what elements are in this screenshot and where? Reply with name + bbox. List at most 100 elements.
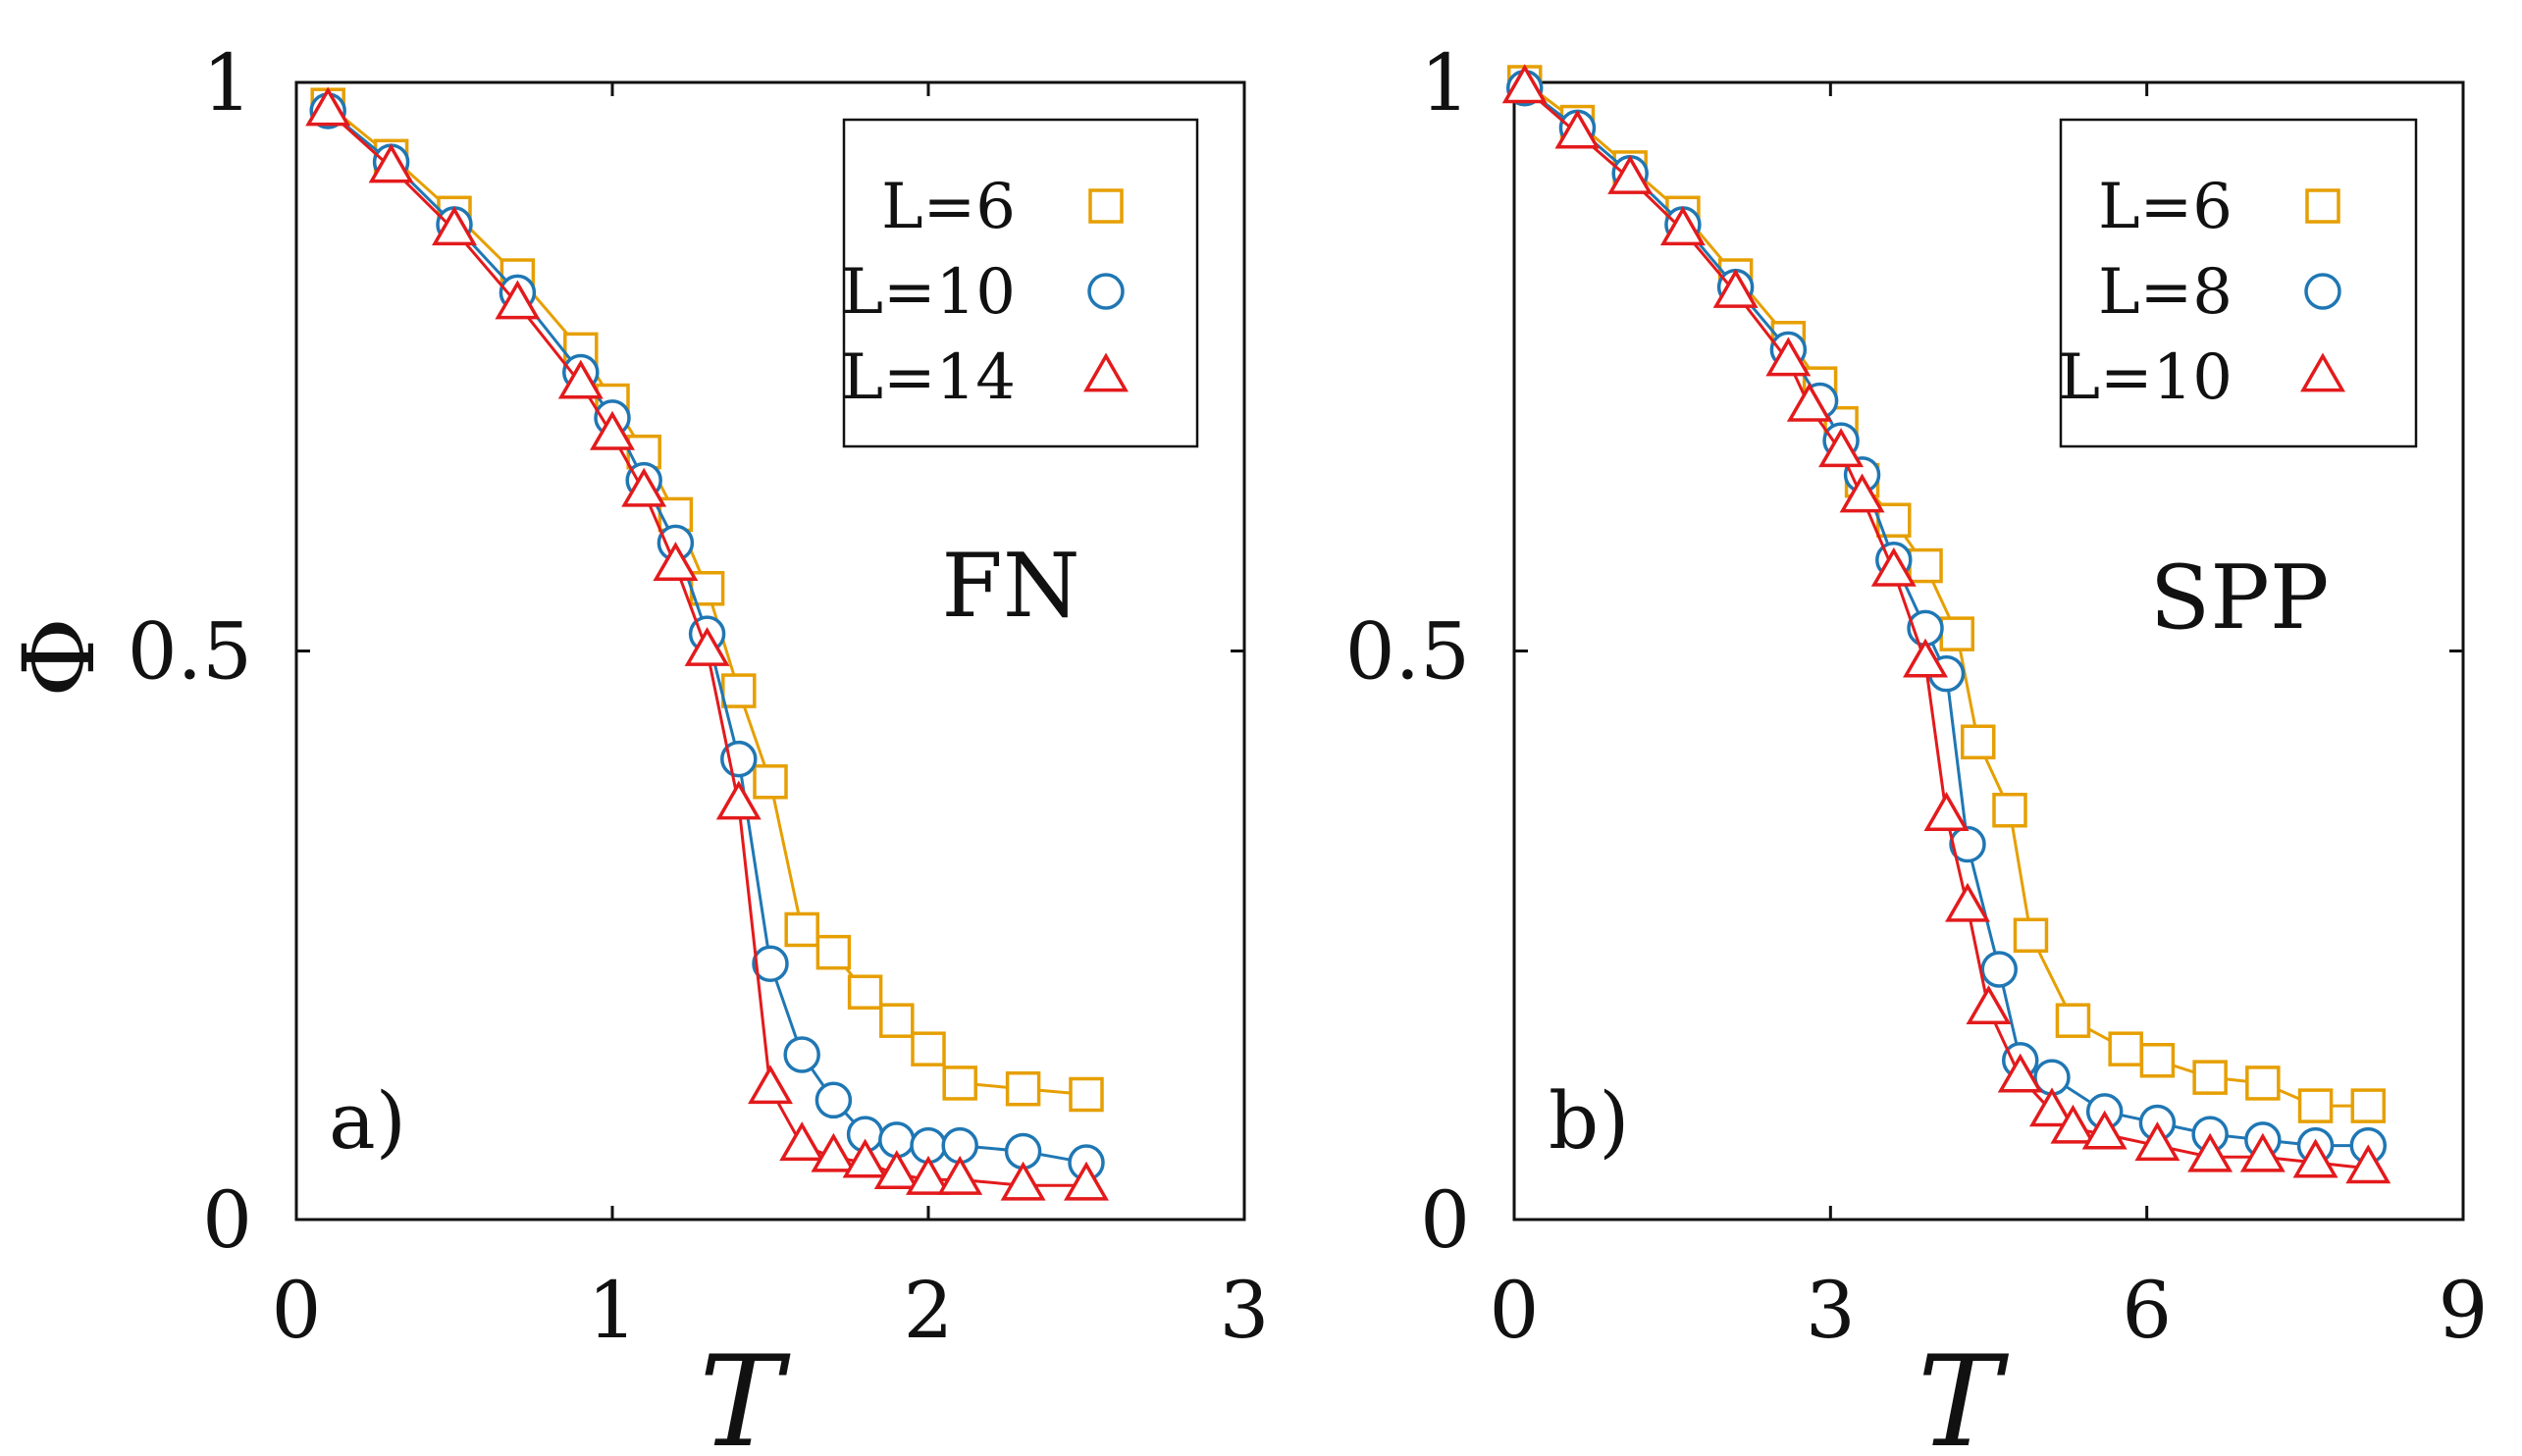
y-tick-label: 0.5: [1345, 606, 1470, 698]
data-point: [1923, 792, 1970, 831]
series-line: [1523, 86, 2369, 1148]
data-point: [1765, 337, 1812, 377]
x-tick-label: 6: [2122, 1265, 2172, 1356]
data-point: [811, 1132, 857, 1172]
legend-box: [842, 118, 1199, 448]
data-point: [1939, 616, 1975, 651]
data-point: [2134, 1121, 2180, 1162]
legend-marker: [2305, 188, 2340, 224]
data-point: [779, 1121, 825, 1162]
data-point: [942, 1066, 977, 1101]
legend-label: L=6: [2098, 171, 2233, 243]
legend: L=6 L=10 L=14: [841, 118, 1199, 448]
data-point: [2345, 1144, 2391, 1184]
data-point: [2350, 1088, 2387, 1123]
data-point: [432, 206, 477, 246]
data-point: [305, 86, 351, 127]
data-point: [621, 467, 667, 507]
data-point: [1501, 64, 1548, 104]
data-point: [368, 143, 414, 183]
x-axis-label: T: [699, 1329, 791, 1456]
data-point: [2245, 1066, 2281, 1101]
data-point: [1992, 793, 2027, 828]
data-point: [2139, 1042, 2176, 1078]
legend-marker: [1087, 273, 1125, 310]
legend-label: L=8: [2098, 256, 2233, 329]
legend-label: L=10: [2058, 341, 2233, 414]
series-l-14: [305, 86, 1109, 1201]
data-point: [1997, 1053, 2043, 1093]
legend-marker: [1088, 188, 1124, 224]
data-point: [2013, 917, 2049, 953]
y-tick-label: 1: [1420, 37, 1470, 129]
legend-box: [2059, 118, 2418, 448]
data-point: [684, 626, 730, 666]
data-point: [815, 934, 852, 970]
data-point: [2239, 1132, 2286, 1172]
data-point: [753, 764, 788, 800]
data-point: [590, 410, 635, 450]
legend-marker: [2304, 273, 2341, 310]
data-point: [1961, 724, 1996, 759]
y-axis-label: Φ: [2, 617, 117, 698]
data-point: [752, 945, 789, 982]
panel-label: a): [329, 1075, 406, 1167]
legend: L=6 L=8 L=10: [2058, 118, 2418, 448]
x-axis-label: T: [1918, 1329, 2010, 1456]
data-point: [557, 359, 604, 399]
x-tick-label: 0: [1490, 1265, 1540, 1356]
data-point: [2292, 1138, 2338, 1178]
y-tick-label: 0.5: [128, 606, 252, 698]
data-point: [1000, 1161, 1046, 1201]
data-point: [715, 780, 762, 820]
x-tick-label: 1: [588, 1265, 638, 1356]
data-point: [2081, 1110, 2128, 1150]
data-point: [784, 911, 819, 948]
y-tick-label: 0: [202, 1174, 252, 1266]
data-point: [873, 1150, 919, 1190]
legend-label: L=10: [841, 256, 1016, 329]
data-point: [748, 1065, 793, 1105]
data-point: [911, 1031, 946, 1066]
data-point: [2192, 1060, 2228, 1095]
data-point: [1069, 1076, 1104, 1113]
panel-annotation: FN: [941, 535, 1079, 638]
data-point: [1949, 825, 1986, 863]
data-point: [2187, 1132, 2233, 1172]
data-point: [2108, 1031, 2143, 1066]
data-point: [814, 1081, 853, 1119]
data-point: [1980, 951, 2018, 988]
panel-label: b): [1549, 1075, 1629, 1167]
data-point: [1005, 1070, 1041, 1107]
data-point: [1607, 155, 1654, 194]
legend-marker: [1083, 352, 1129, 392]
data-point: [2050, 1104, 2096, 1144]
data-point: [2028, 1087, 2075, 1127]
x-tick-label: 3: [1220, 1265, 1270, 1356]
data-point: [1839, 473, 1885, 513]
y-tick-label: 0: [1420, 1174, 1470, 1266]
legend-label: L=6: [881, 171, 1016, 243]
data-point: [1064, 1161, 1109, 1201]
data-point: [842, 1138, 888, 1178]
data-point: [2297, 1088, 2334, 1123]
data-point: [1786, 382, 1832, 422]
data-point: [906, 1155, 951, 1195]
data-point: [1818, 428, 1865, 468]
legend-marker: [2300, 352, 2345, 392]
series-l-10: [1501, 64, 2391, 1184]
data-point: [1870, 546, 1917, 587]
series-line: [1523, 80, 2369, 1108]
x-tick-label: 2: [904, 1265, 954, 1356]
data-point: [495, 280, 541, 320]
data-point: [937, 1155, 983, 1195]
data-point: [783, 1036, 820, 1073]
data-point: [1903, 638, 1949, 678]
data-point: [1966, 985, 2012, 1024]
data-point: [847, 974, 883, 1010]
data-point: [1554, 109, 1601, 149]
x-tick-label: 3: [1806, 1265, 1856, 1356]
data-point: [2055, 1003, 2091, 1038]
data-point: [1945, 882, 1990, 922]
